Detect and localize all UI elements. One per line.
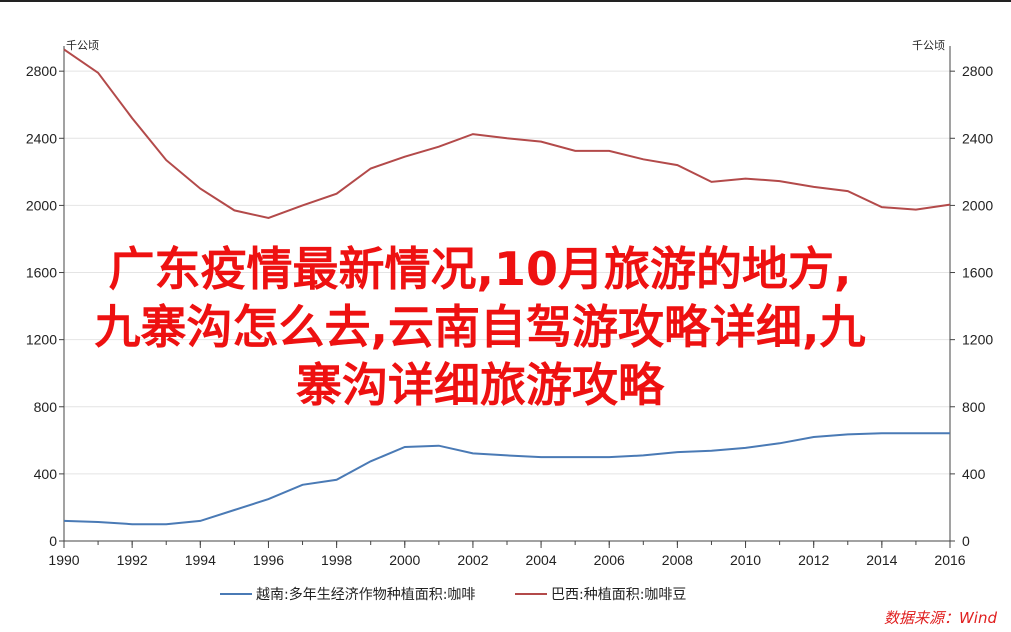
left-tick-label: 1200 [26,332,57,348]
right-tick-label: 2000 [962,197,993,213]
x-tick-label: 2016 [934,552,965,568]
series-line-1 [63,432,950,526]
left-tick-label: 800 [34,399,58,415]
x-tick-label: 1998 [321,552,352,568]
gridlines [64,70,950,475]
x-ticks: 1990 1992 1994 1996 1998 2000 2002 2004 2006 2008… [48,541,966,568]
top-border [0,0,1011,2]
x-tick-label: 1996 [253,552,284,568]
left-tick-label: 1600 [26,265,57,281]
series-lines [63,48,951,526]
source-label: 数据来源：Wind [883,609,997,627]
x-tick-label: 1994 [185,552,216,568]
x-tick-label: 2000 [389,552,420,568]
right-tick-label: 0 [962,533,970,549]
overlay-line-3: 寨沟详细旅游攻略 [296,358,664,412]
right-tick-label: 400 [962,466,986,482]
legend-label-2: 巴西:种植面积:咖啡豆 [551,587,686,603]
right-tick-label: 800 [962,399,986,415]
left-tick-label: 2800 [26,63,57,79]
x-tick-label: 2002 [457,552,488,568]
left-axis-unit: 千公顷 [66,39,99,52]
left-tick-label: 400 [34,466,58,482]
left-tick-label: 2400 [26,130,57,146]
overlay-headline: 广东疫情最新情况,10月旅游的地方, 九寨沟怎么去,云南自驾游攻略详细,九 寨沟… [20,240,940,414]
overlay-line-1: 广东疫情最新情况,10月旅游的地方, [108,242,852,296]
legend: 越南:多年生经济作物种植面积:咖啡 巴西:种植面积:咖啡豆 [220,586,686,603]
legend-label-1: 越南:多年生经济作物种植面积:咖啡 [256,586,475,603]
series-line-2 [63,48,951,220]
x-tick-label: 2014 [866,552,897,568]
left-tick-label: 2000 [26,197,57,213]
x-tick-label: 2006 [594,552,625,568]
x-tick-label: 2012 [798,552,829,568]
right-axis-unit: 千公顷 [912,39,945,52]
x-tick-label: 2008 [662,552,693,568]
right-tick-label: 1600 [962,265,993,281]
left-tick-label: 0 [49,533,57,549]
right-tick-label: 1200 [962,332,993,348]
right-tick-label: 2800 [962,63,993,79]
x-tick-label: 1990 [48,552,79,568]
left-y-ticks: 0 400 800 1200 1600 2000 2400 2800 [26,63,64,549]
x-tick-label: 1992 [117,552,148,568]
right-y-ticks: 0 400 800 1200 1600 2000 2400 2800 [950,63,993,549]
overlay-line-2: 九寨沟怎么去,云南自驾游攻略详细,九 [94,300,866,354]
x-tick-label: 2004 [525,552,556,568]
x-tick-label: 2010 [730,552,761,568]
right-tick-label: 2400 [962,130,993,146]
